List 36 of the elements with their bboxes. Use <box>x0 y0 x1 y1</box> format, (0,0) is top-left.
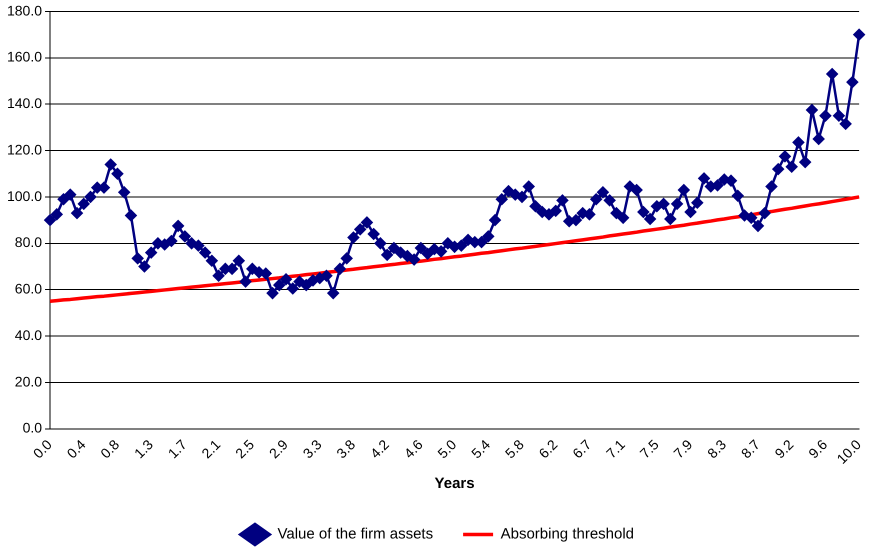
x-tick-label: 8.7 <box>738 436 763 462</box>
x-tick-label: 2.1 <box>198 436 224 462</box>
x-tick-label: 2.5 <box>232 436 258 462</box>
x-tick-label: 0.8 <box>97 436 122 462</box>
y-tick-label: 20.0 <box>14 373 42 390</box>
y-tick-label: 60.0 <box>14 280 42 297</box>
x-tick-label: 6.7 <box>569 436 594 462</box>
x-tick-label: 7.9 <box>670 436 696 462</box>
x-tick-label: 7.5 <box>636 436 662 462</box>
y-tick-label: 180.0 <box>6 2 42 18</box>
x-tick-label: 5.4 <box>468 436 494 462</box>
x-tick-label: 7.1 <box>602 436 628 462</box>
x-tick-label: 3.3 <box>300 436 325 462</box>
legend-label: Value of the firm assets <box>277 526 434 543</box>
x-tick-label: 8.3 <box>704 436 730 462</box>
x-tick-label: 6.2 <box>535 436 561 462</box>
x-tick-label: 3.8 <box>333 436 358 462</box>
x-tick-label: 2.9 <box>266 436 292 462</box>
y-tick-label: 120.0 <box>6 141 42 158</box>
y-tick-label: 160.0 <box>6 48 42 65</box>
y-tick-label: 140.0 <box>6 95 42 112</box>
x-tick-label: 5.0 <box>434 436 460 462</box>
x-axis-title: Years <box>434 475 475 492</box>
x-tick-label: 1.3 <box>130 436 156 462</box>
x-tick-label: 0.4 <box>64 436 89 462</box>
x-tick-label: 5.8 <box>502 436 527 462</box>
y-tick-label: 100.0 <box>6 188 42 204</box>
x-tick-label: 4.6 <box>400 436 426 462</box>
x-tick-label: 1.7 <box>164 436 190 462</box>
legend-label: Absorbing threshold <box>500 526 634 543</box>
x-tick-label: 9.6 <box>805 436 830 462</box>
y-tick-label: 40.0 <box>14 326 42 343</box>
x-tick-label: 4.2 <box>366 436 392 462</box>
x-tick-label: 9.2 <box>771 436 797 462</box>
y-tick-label: 80.0 <box>14 234 42 250</box>
y-tick-label: 0.0 <box>22 420 42 436</box>
